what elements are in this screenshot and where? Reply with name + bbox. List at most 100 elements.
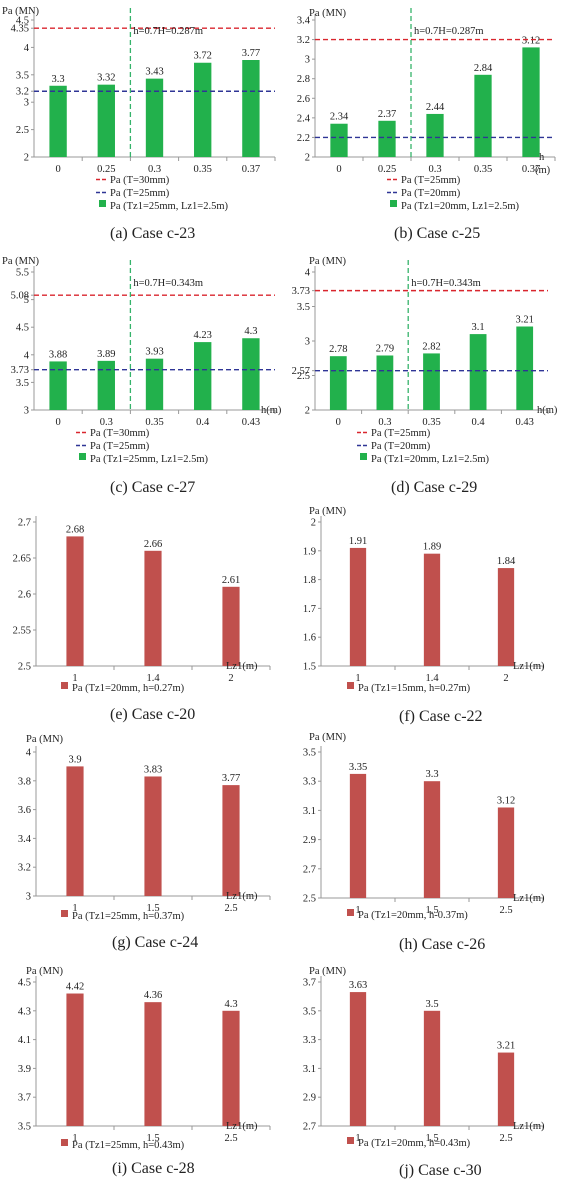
legend-entry: Pa (Tz1=25mm, Lz1=2.5m) bbox=[90, 454, 208, 465]
legend-entry: Pa (Tz1=20mm, h-0.37m) bbox=[358, 910, 468, 921]
x-tick-label: 0.3 bbox=[428, 164, 441, 175]
y-tick-label: 1.5 bbox=[303, 662, 316, 673]
y-tick-label: 4 bbox=[26, 748, 32, 759]
y-tick-label: 2.7 bbox=[303, 864, 316, 875]
panel-caption: (c) Case c-27 bbox=[110, 479, 195, 496]
y-axis-label: Pa (MN) bbox=[309, 8, 347, 19]
bar bbox=[349, 773, 367, 898]
y-tick-label: 2 bbox=[305, 153, 310, 164]
legend-entry: Pa (Tz1=20mm, h=0.27m) bbox=[72, 683, 185, 694]
chart-h: 2.5 2.7 2.9 3.1 3.3 3.5 Pa (MN) 3.35 1 3.3 1.5 3.12… bbox=[303, 732, 545, 953]
legend-entry: Pa (Tz1=25mm, h=0.37m) bbox=[72, 911, 185, 922]
bar-value-label: 3.77 bbox=[222, 773, 240, 784]
y-tick-label: 3.5 bbox=[297, 302, 310, 313]
y-tick-label: 3.5 bbox=[16, 70, 29, 81]
x-axis-label-part: (m) bbox=[535, 165, 551, 176]
legend-entry: Pa (T=25mm) bbox=[371, 428, 431, 439]
panel-caption: (i) Case c-28 bbox=[112, 1160, 195, 1177]
bar bbox=[66, 766, 84, 896]
bar-value-label: 3.1 bbox=[472, 322, 485, 333]
y-axis-label: Pa (MN) bbox=[26, 966, 64, 977]
bar-value-label: 2.82 bbox=[422, 341, 440, 352]
y-tick-label: 4.5 bbox=[16, 16, 29, 27]
x-tick-label: 0 bbox=[336, 164, 341, 175]
x-tick-label: 0.4 bbox=[196, 417, 210, 428]
x-tick-label: 0.43 bbox=[242, 417, 260, 428]
bar bbox=[242, 338, 260, 410]
bar bbox=[144, 550, 162, 666]
y-tick-label: 3.2 bbox=[18, 863, 31, 874]
bar-value-label: 2.84 bbox=[474, 63, 493, 74]
y-axis-label: Pa (MN) bbox=[309, 966, 347, 977]
legend-entry: Pa (Tz1=20mm, Lz1=2.5m) bbox=[371, 454, 489, 465]
bar bbox=[474, 74, 492, 157]
x-tick-label: 1.5 bbox=[425, 1133, 438, 1144]
y-tick-label: 2.9 bbox=[303, 1093, 316, 1104]
y-tick-label: 3.8 bbox=[18, 776, 31, 787]
bar bbox=[423, 781, 441, 898]
bar bbox=[97, 84, 115, 157]
bar bbox=[66, 536, 84, 666]
x-axis-label-part: h(m) bbox=[261, 405, 281, 416]
bar bbox=[497, 1052, 515, 1126]
x-tick-label: 0 bbox=[336, 417, 341, 428]
y-tick-label: 1.7 bbox=[303, 604, 316, 615]
y-tick-label: 4 bbox=[305, 268, 311, 279]
bar-value-label: 3.89 bbox=[97, 349, 115, 360]
x-tick-label: 2.5 bbox=[499, 1133, 512, 1144]
bar-value-label: 2.61 bbox=[222, 575, 240, 586]
y-tick-label: 5.08 bbox=[11, 291, 29, 302]
y-tick-label: 4 bbox=[24, 43, 30, 54]
legend-entry: Pa (Tz1=20mm, Lz1=2.5m) bbox=[401, 201, 519, 212]
x-axis-label-part: h bbox=[539, 152, 545, 163]
bar bbox=[376, 355, 394, 410]
x-tick-label: 0.3 bbox=[148, 164, 161, 175]
legend-entry: Pa (T=25mm) bbox=[110, 188, 170, 199]
x-axis-label-part: Lz1(m) bbox=[226, 1121, 258, 1132]
bar-value-label: 2.37 bbox=[378, 109, 396, 120]
bar-value-label: 4.23 bbox=[194, 330, 212, 341]
bar bbox=[522, 47, 540, 157]
bar-value-label: 3.72 bbox=[194, 51, 212, 62]
y-tick-label: 3.5 bbox=[18, 1122, 31, 1133]
y-tick-label: 3.5 bbox=[16, 378, 29, 389]
y-tick-label: 4.1 bbox=[18, 1035, 31, 1046]
x-tick-label: 2.5 bbox=[224, 1133, 237, 1144]
bar-value-label: 4.3 bbox=[224, 999, 237, 1010]
legend-swatch-bar bbox=[79, 453, 86, 460]
x-tick-label: 0.25 bbox=[97, 164, 115, 175]
panel-caption: (e) Case c-20 bbox=[110, 706, 195, 723]
bar-value-label: 4.3 bbox=[244, 326, 257, 337]
y-tick-label: 3.3 bbox=[303, 777, 316, 788]
x-axis-label: Lz1(m) bbox=[226, 1121, 258, 1132]
bar bbox=[222, 586, 240, 666]
threshold-label: h=0.7H=0.287m bbox=[414, 26, 484, 37]
bar bbox=[497, 568, 515, 666]
bar-value-label: 3.93 bbox=[145, 347, 163, 358]
chart-b: 2 2.2 2.4 2.6 2.8 3 3.2 3.4Pa (MN) 2.34 0 2.37 0.25… bbox=[297, 8, 556, 242]
y-tick-label: 2.7 bbox=[303, 1122, 316, 1133]
x-tick-label: 1 bbox=[355, 1133, 360, 1144]
x-tick-label: 1.5 bbox=[146, 1133, 159, 1144]
x-tick-label: 1.4 bbox=[146, 673, 160, 684]
y-tick-label: 3.3 bbox=[303, 1035, 316, 1046]
y-tick-label: 5 bbox=[24, 295, 29, 306]
bar bbox=[194, 62, 212, 157]
y-tick-label: 3.2 bbox=[297, 35, 310, 46]
legend-swatch-bar bbox=[347, 682, 354, 689]
y-tick-label: 3 bbox=[26, 892, 31, 903]
y-tick-label: 2.8 bbox=[297, 74, 310, 85]
bar bbox=[49, 85, 67, 157]
x-tick-label: 1 bbox=[355, 905, 360, 916]
bar bbox=[49, 361, 67, 410]
x-tick-label: 0.3 bbox=[378, 417, 391, 428]
x-tick-label: 1.4 bbox=[425, 673, 439, 684]
y-tick-label: 1.9 bbox=[303, 546, 316, 557]
bar bbox=[145, 358, 164, 410]
bar bbox=[423, 553, 441, 666]
x-axis-label-part: Lz1(m) bbox=[513, 661, 545, 672]
bar bbox=[222, 1010, 240, 1126]
y-tick-label: 3.73 bbox=[292, 286, 310, 297]
bar-value-label: 3.63 bbox=[349, 980, 367, 991]
